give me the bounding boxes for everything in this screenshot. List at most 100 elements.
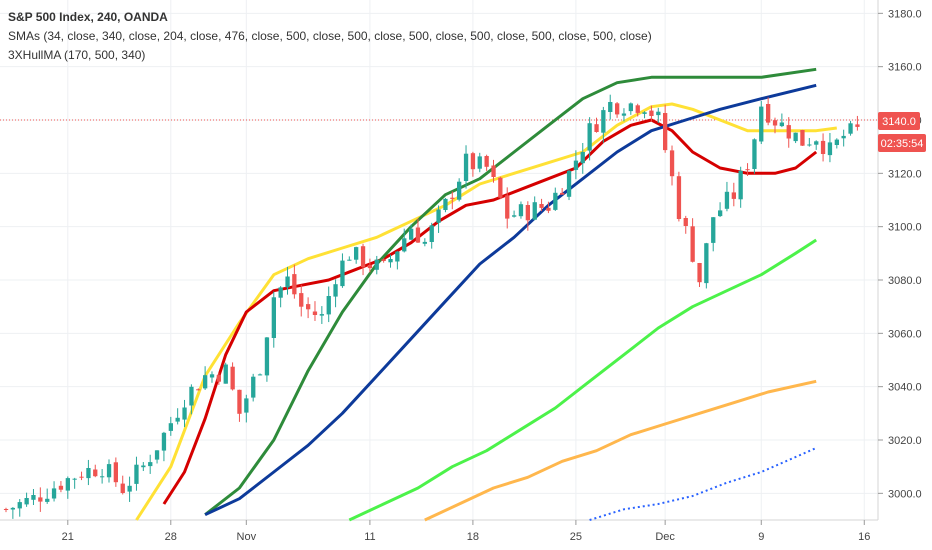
candle-body (134, 464, 139, 484)
candle-body (306, 304, 311, 310)
candle-body (450, 197, 455, 199)
candle-body (786, 125, 791, 139)
candle-body (292, 274, 297, 295)
candle-body (31, 495, 36, 500)
candle-body (230, 366, 235, 390)
candle-body (154, 450, 160, 460)
candle-body (340, 260, 345, 287)
candle-body (656, 111, 661, 116)
candle-body (601, 110, 606, 133)
candle-body (635, 105, 640, 113)
candle-body (93, 469, 98, 477)
candle-body (347, 259, 352, 261)
moving-average-lines (135, 67, 837, 522)
countdown-tag (878, 134, 926, 152)
candle-body (690, 226, 695, 262)
candle-body (477, 156, 482, 169)
candle-body (532, 202, 537, 220)
price-tags: 3140.0 02:35:54 (878, 112, 926, 152)
candle-body (285, 276, 290, 288)
candle-body (24, 498, 29, 505)
candle-body (711, 217, 716, 243)
candle-body (278, 287, 283, 298)
x-tick-label: 18 (467, 531, 479, 543)
chart-legend: S&P 500 Index, 240, OANDA SMAs (34, clos… (8, 8, 652, 65)
candle-body (58, 485, 64, 490)
ma-line (424, 379, 817, 522)
y-tick-label: 3100.0 (888, 222, 922, 234)
last-price-tag-text: 3140.0 (882, 116, 916, 128)
candle-body (127, 485, 132, 492)
candle-body (203, 375, 208, 389)
candle-body (704, 243, 709, 284)
x-tick-label: Nov (237, 531, 257, 543)
candle-body (518, 204, 524, 217)
candle-body (196, 389, 201, 391)
candle-body (745, 169, 750, 171)
candle-body (546, 207, 551, 211)
candle-body (738, 170, 743, 200)
candle-body (498, 177, 503, 198)
candle-body (113, 462, 118, 483)
candle-body (553, 192, 558, 210)
candle-body (3, 509, 9, 510)
candle-body (422, 241, 427, 244)
ma-line (589, 447, 817, 521)
candle-body (697, 263, 702, 283)
candle-body (587, 123, 592, 151)
candle-body (807, 144, 812, 146)
candle-body (374, 259, 379, 270)
candle-body (161, 432, 167, 451)
candle-body (457, 181, 462, 200)
candle-body (182, 407, 187, 420)
candle-body (244, 398, 249, 413)
candle-body (649, 110, 654, 116)
candle-body (676, 176, 682, 219)
candle-body (17, 502, 22, 509)
ma-line (162, 118, 818, 505)
candle-body (800, 130, 805, 146)
y-axis-background (878, 0, 932, 550)
candle-body (752, 139, 757, 169)
candle-body (10, 507, 15, 510)
candle-body (148, 462, 153, 467)
y-tick-label: 3180.0 (888, 8, 922, 20)
candle-body (237, 389, 242, 414)
chart-title: S&P 500 Index, 240, OANDA (8, 10, 168, 24)
candle-body (72, 478, 77, 480)
ma-line (204, 83, 817, 517)
candle-body (100, 476, 105, 478)
x-axis: 21 28 Nov 11 18 25 Dec 9 16 (0, 519, 878, 543)
y-tick-label: 3020.0 (888, 435, 922, 447)
candle-body (621, 113, 627, 116)
candle-body (766, 104, 771, 123)
candle-body (415, 227, 421, 243)
candle-body (834, 139, 839, 145)
y-tick-label: 3040.0 (888, 382, 922, 394)
candle-body (271, 297, 276, 338)
candle-body (731, 192, 736, 199)
candles (3, 94, 860, 519)
candle-body (38, 497, 43, 502)
candle-body (367, 265, 373, 269)
candle-body (388, 259, 393, 263)
y-tick-label: 3160.0 (888, 62, 922, 74)
candle-body (409, 228, 414, 240)
sma-legend-line: SMAs (34, close, 340, close, 204, close,… (8, 29, 652, 43)
candle-body (312, 311, 318, 315)
y-tick-label: 3060.0 (888, 328, 922, 340)
candle-body (793, 132, 798, 142)
candle-body (779, 122, 784, 127)
candle-body (360, 246, 366, 268)
candle-body (848, 123, 853, 134)
last-price-tag (878, 112, 920, 130)
candle-body (642, 112, 647, 114)
candle-body (759, 106, 764, 142)
candle-body (395, 251, 400, 262)
candle-body (560, 192, 565, 195)
candle-body (223, 364, 228, 384)
candle-body (814, 141, 819, 145)
candle-body (120, 483, 125, 493)
x-tick-label: 11 (364, 531, 375, 543)
